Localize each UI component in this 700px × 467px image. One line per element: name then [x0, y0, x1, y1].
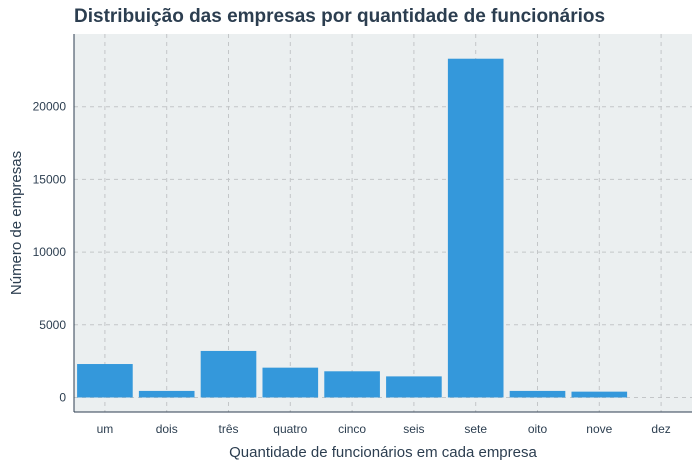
bar-cinco: [324, 371, 380, 398]
bar-um: [77, 364, 133, 398]
axes: [73, 34, 692, 413]
x-tick-label: três: [218, 422, 238, 436]
y-tick-labels: 0 5000 10000 15000 20000: [33, 100, 67, 405]
y-tick-label: 15000: [33, 172, 67, 186]
x-tick-label: oito: [528, 422, 548, 436]
plot-panel: [74, 34, 692, 412]
x-tick-labels: um dois três quatro cinco seis sete oito nove dez: [97, 422, 671, 436]
chart-title: Distribuição das empresas por quantidade…: [74, 6, 606, 27]
x-axis-title: Quantidade de funcionários em cada empre…: [229, 444, 537, 461]
bar-seis: [386, 376, 442, 398]
bar-nove: [571, 391, 628, 398]
y-tick-label: 5000: [39, 318, 66, 332]
x-tick-label: dois: [156, 422, 178, 436]
bar-sete: [447, 58, 504, 398]
x-tick-label: um: [97, 422, 114, 436]
x-tick-label: sete: [464, 422, 487, 436]
x-tick-label: dez: [651, 422, 670, 436]
y-tick-label: 20000: [33, 100, 67, 114]
y-axis-title: Número de empresas: [8, 151, 25, 295]
bars: [77, 58, 628, 398]
bar-três: [200, 350, 257, 398]
bar-dois: [138, 390, 195, 398]
x-tick-label: nove: [586, 422, 612, 436]
x-tick-label: seis: [403, 422, 424, 436]
y-tick-label: 0: [59, 390, 66, 404]
x-tick-label: quatro: [273, 422, 307, 436]
bar-quatro: [262, 367, 319, 398]
bar-oito: [509, 390, 566, 398]
x-tick-label: cinco: [338, 422, 366, 436]
y-tick-label: 10000: [33, 245, 67, 259]
